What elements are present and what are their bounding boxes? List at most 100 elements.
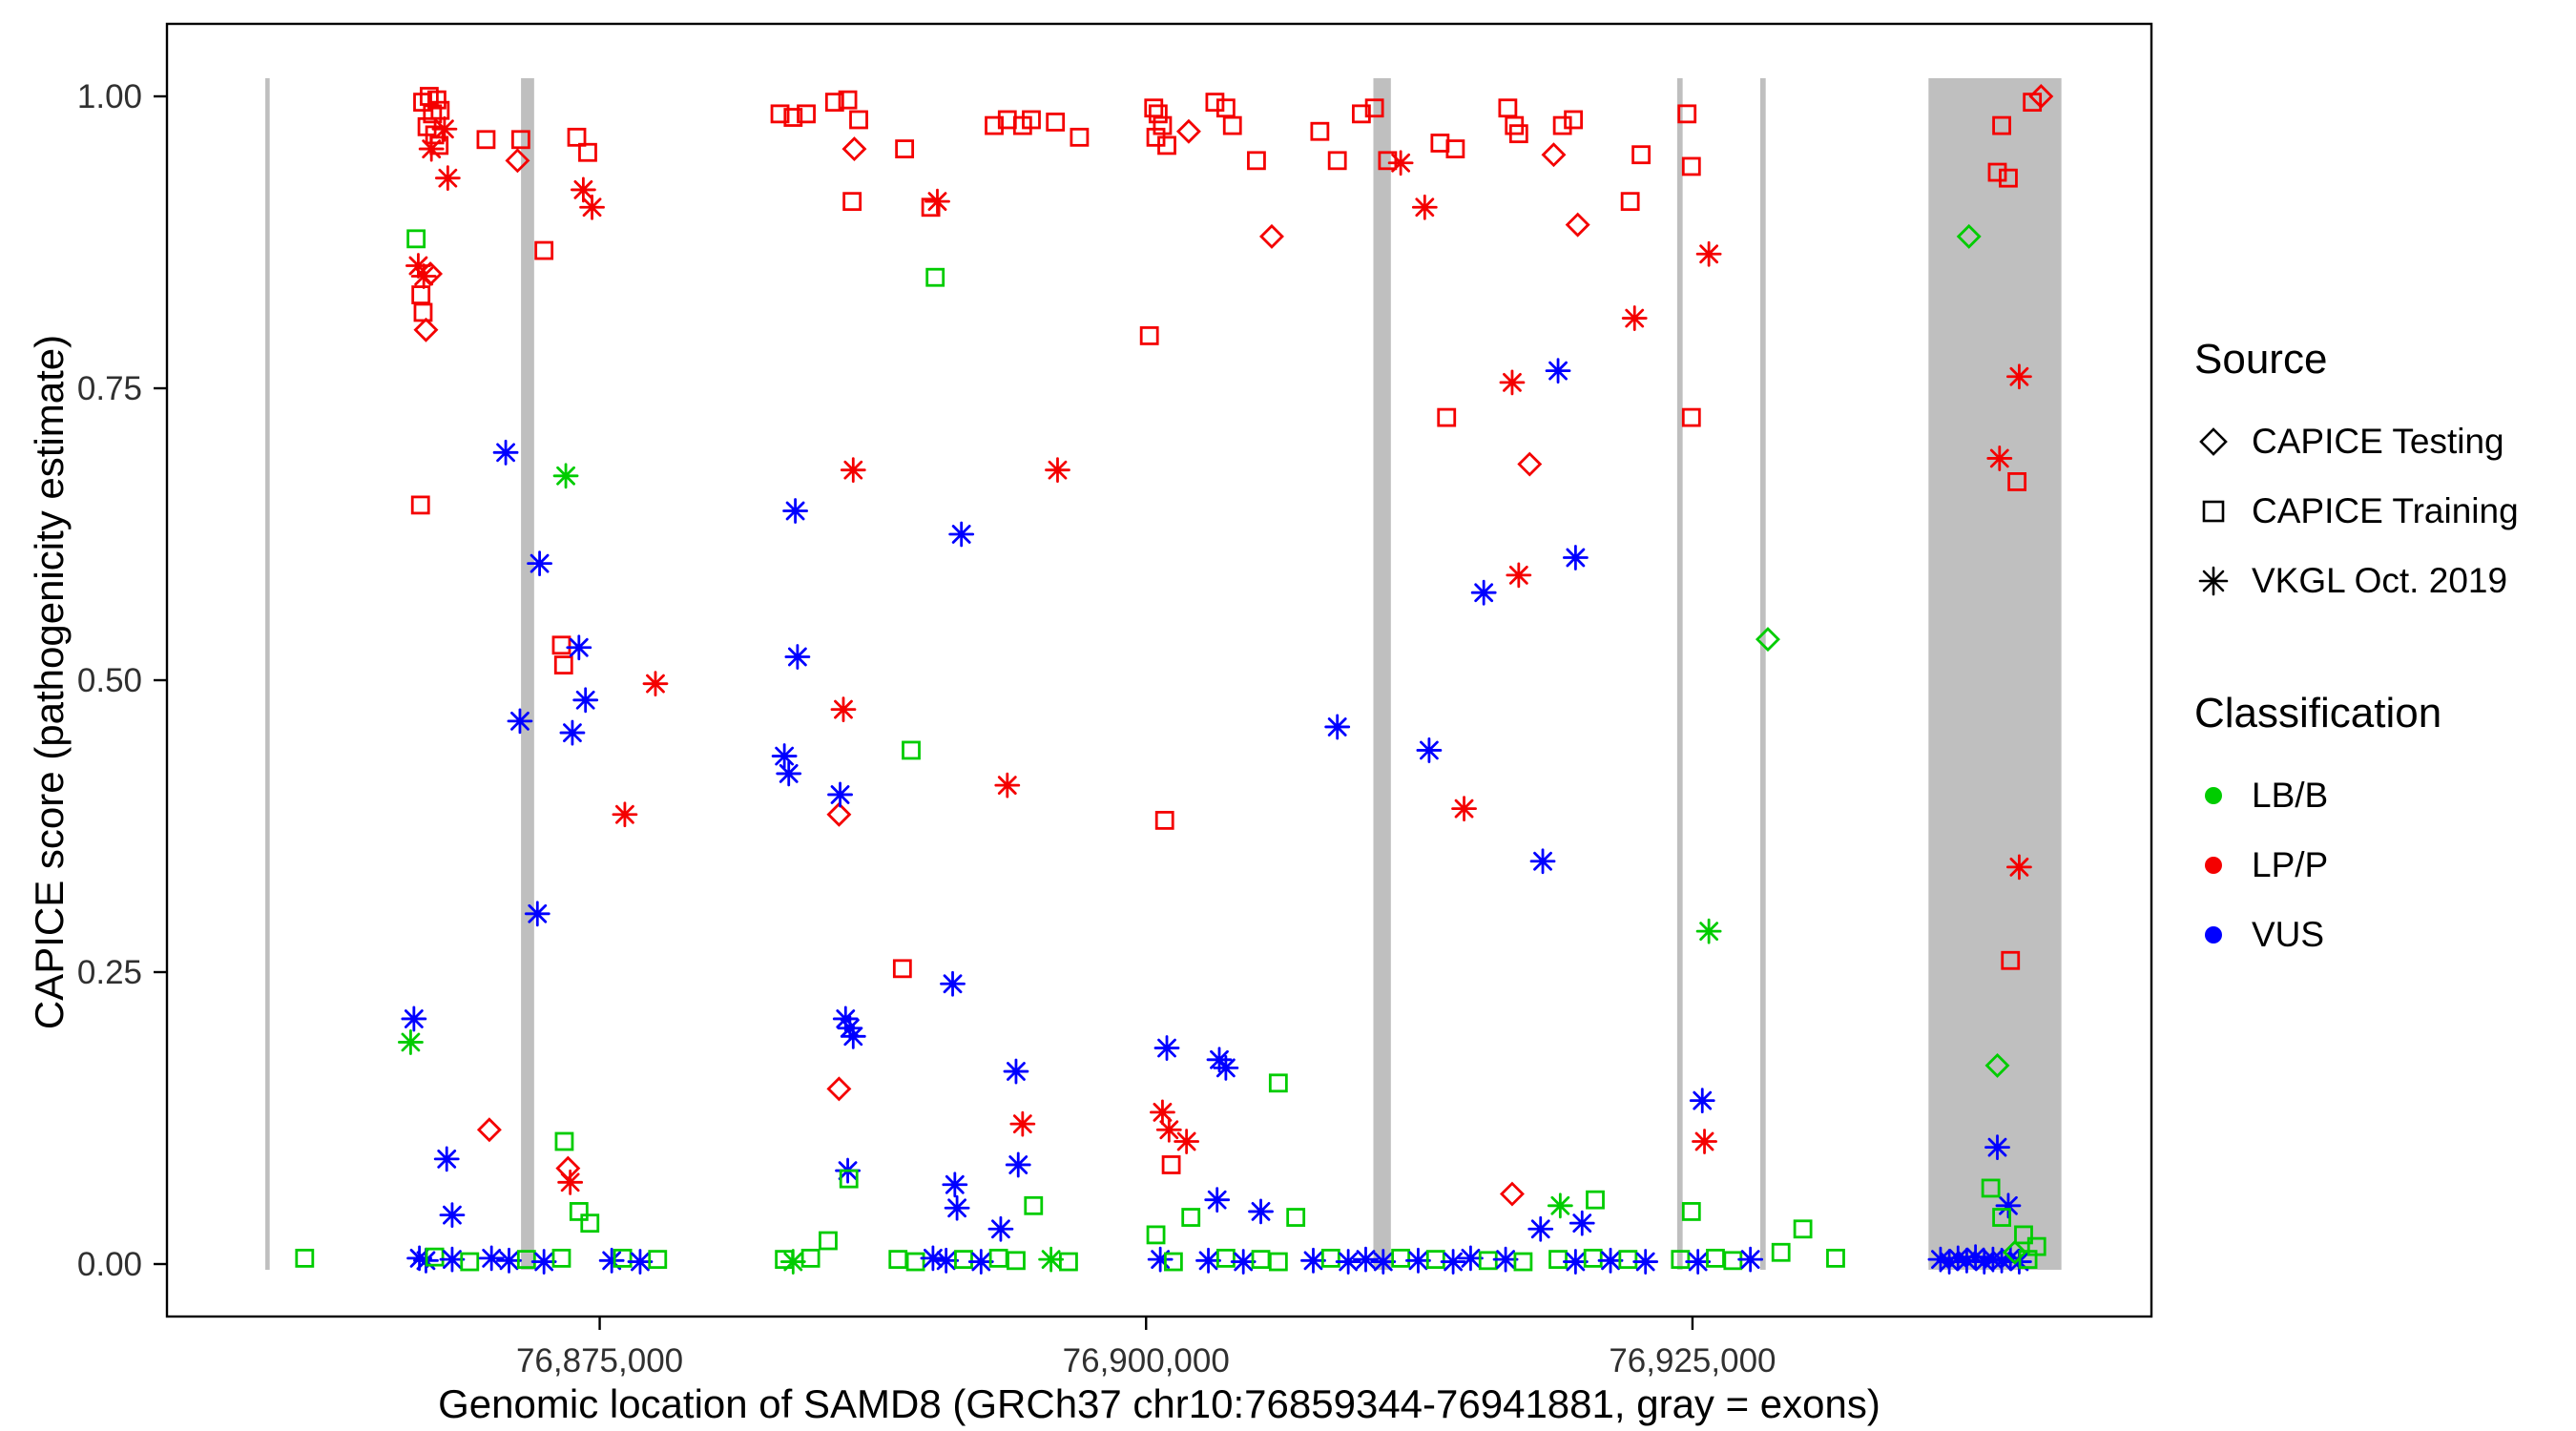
point-diamond (2028, 84, 2054, 109)
point-square (1163, 1252, 1183, 1272)
point-square (648, 1250, 668, 1270)
point-square (800, 1248, 821, 1268)
exon-bar (1928, 78, 2062, 1270)
point-diamond (1956, 223, 1982, 249)
point-square (1508, 124, 1528, 144)
point-asterisk (1204, 1187, 1231, 1213)
point-square (1552, 115, 1572, 135)
square-icon (2202, 500, 2225, 522)
point-asterisk (1621, 305, 1648, 331)
legend-item-label: CAPICE Testing (2252, 421, 2504, 461)
point-asterisk (1963, 1244, 1988, 1271)
point-asterisk (1995, 1192, 2022, 1219)
point-asterisk (1692, 1129, 1717, 1154)
point-square (1144, 98, 1164, 118)
point-asterisk (642, 671, 669, 697)
scatter-points (295, 84, 2054, 1275)
point-asterisk (570, 176, 596, 203)
point-diamond (1541, 142, 1567, 168)
panel-border (165, 22, 2153, 1318)
blue-dot-icon (2205, 925, 2222, 944)
point-square (1999, 168, 2018, 188)
point-diamond (826, 1076, 852, 1102)
point-asterisk (1529, 848, 1556, 875)
point-square (1793, 1219, 1813, 1239)
point-square (1992, 115, 2011, 135)
point-square (1364, 98, 1384, 118)
point-square (510, 130, 530, 150)
point-asterisk (1213, 1054, 1239, 1081)
legend: Source CAPICE Testing CAPICE Training VK… (2194, 336, 2566, 969)
point-square (1425, 1250, 1445, 1270)
point-asterisk (1248, 1198, 1274, 1225)
point-asterisk (967, 1249, 994, 1275)
point-asterisk (1387, 150, 1414, 176)
point-square (1681, 156, 1701, 176)
point-square (427, 90, 447, 110)
point-asterisk (557, 1169, 584, 1195)
legend-item-label: LP/P (2252, 844, 2329, 884)
point-square (1391, 1248, 1411, 1268)
point-square (921, 197, 941, 218)
point-square (1327, 151, 1347, 171)
point-asterisk (1003, 1058, 1029, 1085)
y-tick-label: 0.00 (77, 1246, 142, 1283)
point-diamond (413, 317, 439, 342)
point-asterisk (994, 772, 1021, 798)
point-square (425, 1247, 445, 1267)
point-asterisk (837, 1015, 863, 1042)
legend-item-lpp: LP/P (2194, 830, 2566, 900)
point-square (1310, 121, 1330, 141)
point-square (430, 100, 450, 120)
point-square (1154, 810, 1174, 830)
point-square (429, 135, 449, 156)
point-square (1351, 104, 1371, 124)
point-square (1268, 1252, 1288, 1272)
point-square (849, 110, 868, 130)
point-asterisk (1005, 1151, 1031, 1178)
point-square (1320, 1248, 1340, 1268)
point-square (295, 1248, 315, 1268)
y-tick-label: 0.25 (77, 954, 142, 991)
legend-item-label: VUS (2252, 914, 2325, 954)
legend-item-capice-testing: CAPICE Testing (2194, 406, 2566, 476)
point-square (1181, 1208, 1201, 1227)
point-diamond (505, 148, 530, 174)
point-square (1157, 135, 1176, 156)
point-asterisk (1230, 1249, 1257, 1275)
point-diamond (1984, 1052, 2010, 1078)
point-asterisk (1416, 737, 1443, 763)
point-square (1548, 1250, 1568, 1270)
point-square (1161, 1155, 1181, 1174)
point-square (925, 267, 945, 287)
point-square (1620, 192, 1640, 212)
point-asterisk (1689, 1088, 1715, 1114)
point-asterisk (1147, 1246, 1174, 1273)
point-square (1205, 93, 1225, 113)
legend-item-vus: VUS (2194, 900, 2566, 969)
point-diamond (1517, 451, 1543, 477)
point-square (516, 1250, 536, 1270)
point-asterisk (1324, 714, 1351, 740)
point-asterisk (782, 498, 808, 524)
point-asterisk (1954, 1247, 1980, 1274)
point-square (1215, 1248, 1236, 1268)
point-square (578, 142, 597, 162)
point-asterisk (940, 970, 966, 997)
point-asterisk (398, 1029, 424, 1055)
point-asterisk (1568, 1210, 1595, 1236)
point-asterisk (1335, 1249, 1361, 1275)
point-asterisk (559, 719, 586, 746)
point-square (1513, 1252, 1533, 1272)
point-diamond (1175, 118, 1201, 144)
point-asterisk (1353, 1246, 1379, 1273)
point-square (902, 740, 921, 760)
point-asterisk (948, 521, 975, 548)
point-asterisk (507, 708, 533, 735)
point-square (553, 655, 573, 674)
x-tick-label: 76,900,000 (1063, 1342, 1230, 1379)
point-square (1148, 104, 1168, 124)
point-square (1437, 407, 1457, 427)
